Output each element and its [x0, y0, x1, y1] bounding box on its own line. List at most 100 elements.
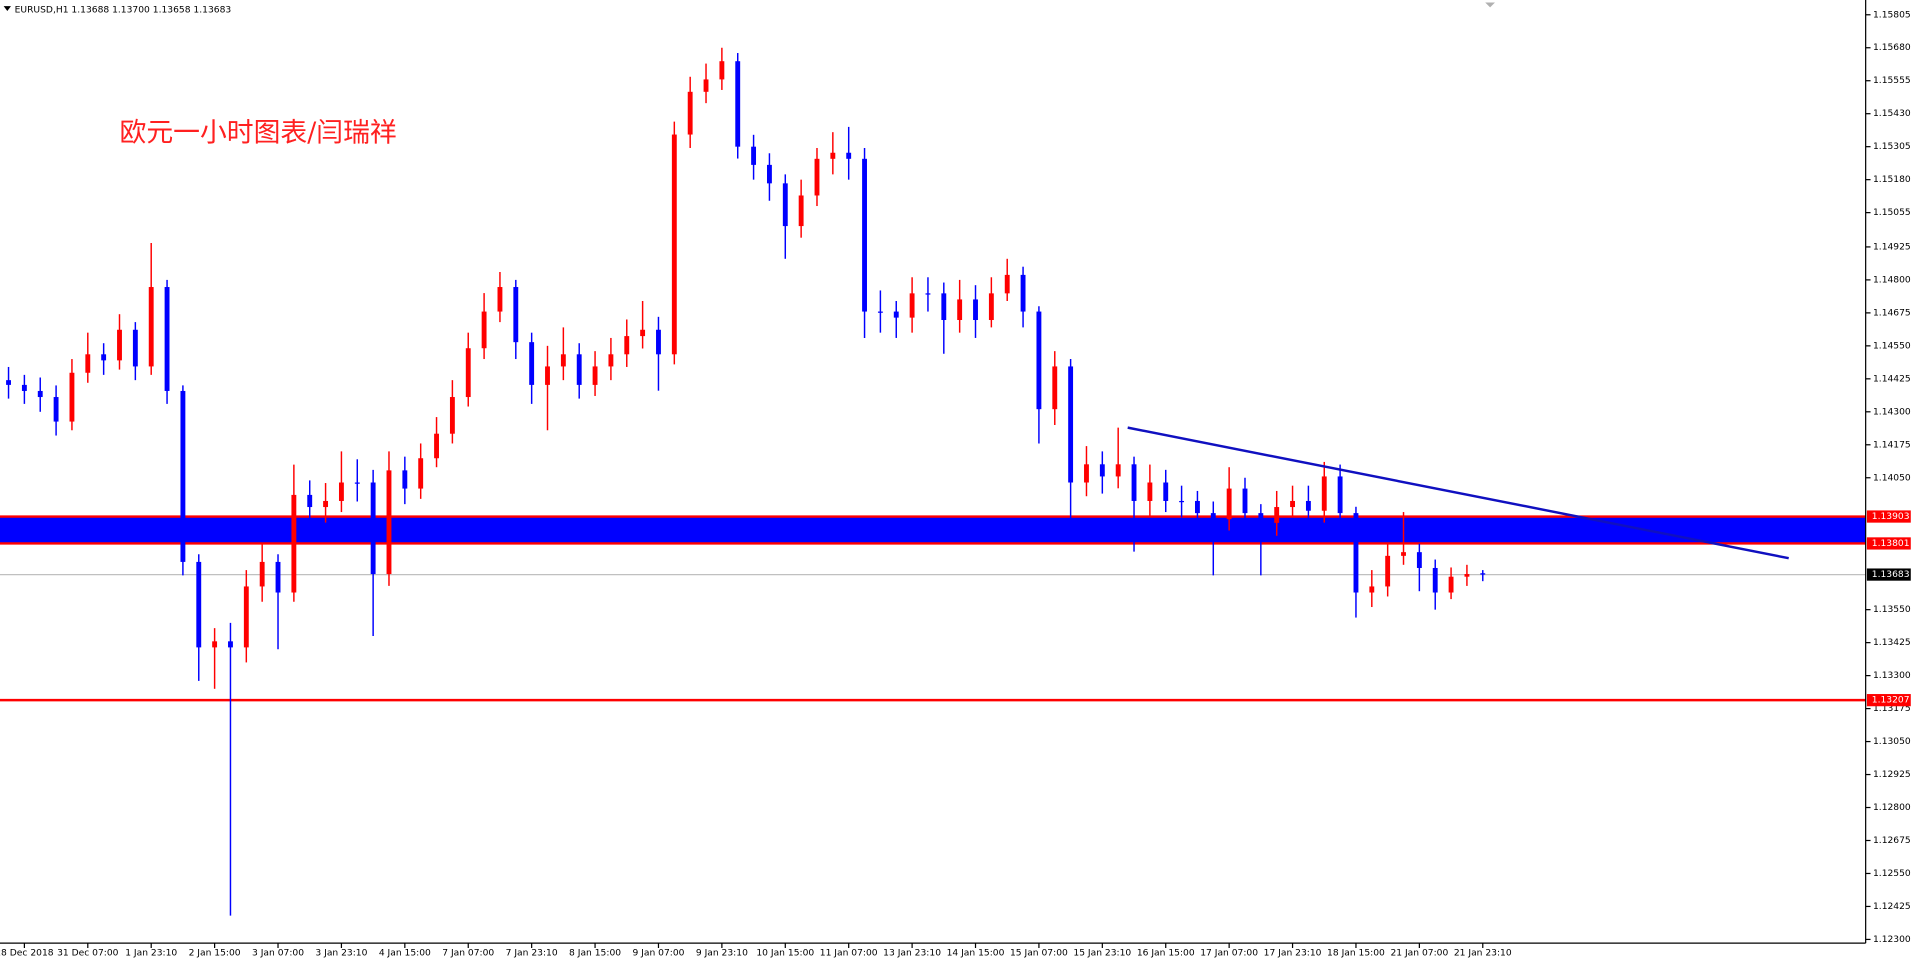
candle-body: [735, 61, 741, 147]
price-label: 1.13683: [1872, 570, 1910, 580]
candle-body: [687, 91, 693, 135]
y-tick-label: 1.14050: [1873, 473, 1911, 483]
y-tick-label: 1.15430: [1873, 109, 1911, 119]
candle-body: [196, 561, 202, 648]
candle-body: [1115, 464, 1121, 477]
price-label-box: [1866, 510, 1911, 523]
candle-body: [624, 336, 630, 355]
y-tick-label: 1.14425: [1873, 374, 1911, 384]
candle-body: [1242, 488, 1248, 514]
x-tick-label: 17 Jan 07:00: [1200, 948, 1258, 958]
y-tick-label: 1.15305: [1873, 142, 1911, 152]
y-tick-label: 1.14175: [1873, 440, 1911, 450]
candle-body: [766, 164, 772, 184]
x-tick-label: 15 Jan 07:00: [1010, 948, 1068, 958]
candle-body: [893, 311, 899, 318]
y-tick-label: 1.14675: [1873, 308, 1911, 318]
candle-body: [259, 561, 265, 587]
candle-body: [1210, 513, 1216, 520]
candle-body: [1004, 274, 1010, 294]
price-label-box: [1866, 568, 1911, 581]
candle-body: [798, 195, 804, 227]
candle-body: [513, 287, 519, 343]
trendline: [1127, 426, 1789, 560]
candle-body: [434, 433, 439, 459]
candle-body: [1226, 488, 1232, 520]
candle-body: [1448, 576, 1454, 593]
candle-body: [1416, 552, 1422, 568]
y-tick-label: 1.13425: [1873, 638, 1911, 648]
plot-area: [0, 47, 1866, 916]
candle-body: [1305, 500, 1311, 511]
candle-body: [846, 152, 852, 159]
candle-body: [1353, 513, 1359, 593]
x-tick-label: 7 Jan 07:00: [442, 948, 494, 958]
candle-body: [307, 494, 313, 508]
candle-body: [703, 79, 709, 92]
candle-body: [671, 134, 677, 355]
candle-body: [481, 311, 487, 349]
candle-body: [212, 641, 218, 648]
candle-body: [1052, 366, 1058, 410]
y-tick-label: 1.15805: [1873, 10, 1911, 20]
x-tick-label: 9 Jan 07:00: [632, 948, 684, 958]
y-tick-label: 1.12925: [1873, 770, 1911, 780]
y-tick-label: 1.12800: [1873, 803, 1911, 813]
y-tick-label: 1.14925: [1873, 242, 1911, 252]
candle-body: [37, 390, 43, 398]
candle-body: [608, 354, 614, 367]
candle-body: [877, 311, 883, 313]
y-tick-label: 1.12675: [1873, 836, 1911, 846]
candle-body: [1131, 464, 1137, 501]
x-tick-label: 21 Jan 07:00: [1390, 948, 1448, 958]
y-tick-label: 1.12300: [1873, 935, 1911, 945]
candle-body: [909, 293, 915, 318]
y-tick-label: 1.14550: [1873, 341, 1911, 351]
candle-body: [148, 287, 154, 367]
candle-body: [386, 470, 392, 575]
candle-body: [814, 158, 820, 196]
x-tick-label: 4 Jan 15:00: [379, 948, 431, 958]
x-tick-label: 31 Dec 07:00: [57, 948, 119, 958]
x-tick-label: 10 Jan 15:00: [756, 948, 814, 958]
candle-body: [1258, 513, 1264, 523]
x-tick-label: 1 Jan 23:10: [125, 948, 177, 958]
candle-body: [323, 500, 329, 508]
zone: [0, 516, 1866, 544]
y-tick-label: 1.15055: [1873, 208, 1911, 218]
candle-body: [640, 329, 646, 337]
candle-body: [1099, 464, 1105, 477]
candle-body: [85, 354, 91, 373]
candle-body: [465, 348, 471, 398]
candle-body: [1385, 555, 1391, 587]
shift-marker: [1485, 2, 1495, 8]
x-tick-label: 2 Jan 15:00: [189, 948, 241, 958]
candle-body: [1084, 464, 1089, 483]
candle-body: [402, 470, 408, 489]
y-tick-label: 1.15680: [1873, 43, 1911, 53]
x-tick-label: 18 Jan 15:00: [1327, 948, 1385, 958]
x-tick-label: 7 Jan 23:10: [506, 948, 558, 958]
y-tick-label: 1.14800: [1873, 275, 1911, 285]
candle-body: [1480, 573, 1486, 575]
candle-body: [6, 380, 11, 385]
candle-body: [275, 561, 281, 593]
x-tick-label: 16 Jan 15:00: [1137, 948, 1195, 958]
y-tick-label: 1.14300: [1873, 407, 1911, 417]
candle-body: [132, 329, 138, 367]
x-tick-label: 17 Jan 23:10: [1264, 948, 1322, 958]
candle-body: [592, 366, 598, 385]
candle-body: [1068, 366, 1074, 483]
y-tick-label: 1.12425: [1873, 902, 1911, 912]
candle-body: [180, 390, 186, 562]
candle-body: [719, 61, 725, 80]
candle-body: [1369, 586, 1375, 593]
header-arrow: [3, 6, 11, 11]
candle-body: [1147, 482, 1153, 501]
candle-body: [243, 586, 249, 648]
candle-body: [497, 287, 503, 312]
candle-body: [69, 372, 75, 422]
y-tick-label: 1.13175: [1873, 704, 1911, 714]
